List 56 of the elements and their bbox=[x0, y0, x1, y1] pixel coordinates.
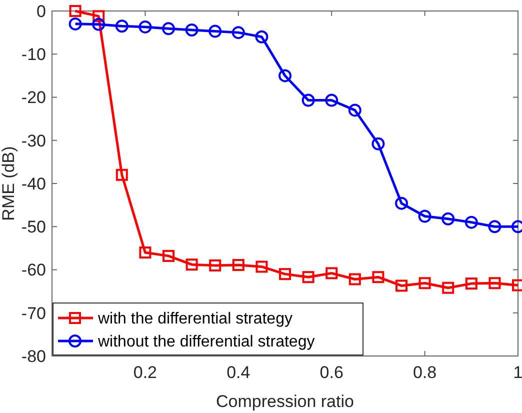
x-tick-label: 0.6 bbox=[320, 363, 344, 382]
point bbox=[418, 277, 431, 290]
point bbox=[348, 273, 361, 286]
point bbox=[185, 23, 198, 36]
point bbox=[92, 10, 105, 22]
point bbox=[302, 94, 315, 107]
point bbox=[279, 268, 291, 280]
point bbox=[139, 246, 152, 258]
point bbox=[209, 259, 222, 272]
y-tick-label: -70 bbox=[21, 304, 46, 323]
y-tick-label: -20 bbox=[21, 88, 46, 108]
point bbox=[442, 212, 455, 226]
point bbox=[232, 259, 244, 272]
legend-label: with the differential strategy bbox=[97, 310, 292, 328]
point bbox=[162, 250, 174, 262]
point bbox=[208, 24, 222, 38]
y-tick-label: 0 bbox=[36, 2, 46, 21]
point bbox=[325, 94, 338, 107]
point bbox=[116, 168, 128, 181]
point bbox=[278, 69, 292, 82]
x-axis-title: Compression ratio bbox=[216, 392, 354, 411]
point bbox=[92, 18, 106, 31]
point bbox=[396, 280, 408, 292]
point bbox=[465, 278, 478, 290]
point bbox=[256, 260, 268, 273]
y-tick-label: -40 bbox=[21, 174, 46, 194]
point bbox=[255, 30, 268, 44]
point bbox=[418, 210, 432, 223]
point bbox=[442, 282, 454, 294]
x-tick-label: 0.2 bbox=[133, 363, 158, 382]
y-tick-label: -60 bbox=[21, 260, 46, 280]
point bbox=[348, 104, 362, 117]
point bbox=[115, 20, 128, 33]
legend-label: without the differential strategy bbox=[97, 334, 315, 351]
point bbox=[232, 26, 245, 40]
y-tick-label: -80 bbox=[21, 346, 46, 366]
point bbox=[395, 196, 408, 210]
y-tick-label: -30 bbox=[21, 131, 46, 150]
point bbox=[464, 216, 478, 229]
point bbox=[69, 5, 82, 17]
x-tick-label: 1 bbox=[513, 363, 522, 382]
point bbox=[326, 267, 338, 280]
y-axis-title: RME (dB) bbox=[0, 146, 18, 221]
point bbox=[488, 277, 501, 290]
point bbox=[138, 20, 152, 34]
point bbox=[302, 271, 314, 284]
point bbox=[488, 220, 502, 234]
point bbox=[162, 22, 175, 36]
y-tick-label: -10 bbox=[21, 45, 46, 64]
point bbox=[186, 258, 198, 271]
x-tick-label: 0.4 bbox=[226, 363, 250, 382]
point bbox=[68, 17, 82, 30]
y-tick-label: -50 bbox=[21, 218, 46, 237]
point bbox=[372, 137, 385, 150]
x-tick-label: 0.8 bbox=[412, 363, 437, 382]
point bbox=[372, 271, 384, 284]
